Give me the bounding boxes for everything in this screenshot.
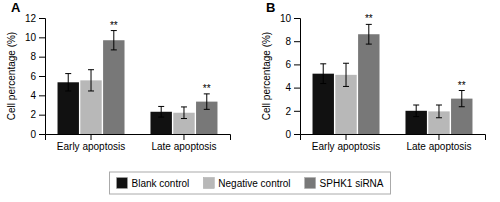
x-tick-mark (438, 134, 439, 140)
y-axis: 0 2 4 6 8 10 (280, 13, 301, 140)
y-tick-label: 8 (30, 51, 36, 62)
y-tick-label: 0 (285, 129, 291, 140)
legend-label: SPHK1 siRNA (320, 178, 384, 189)
y-tick-label: 4 (285, 82, 291, 93)
chart: 0 2 4 6 8 10 12 Early apoptosis Late apoptosis Ce… (0, 0, 500, 202)
bar (103, 40, 124, 134)
y-tick-mark (39, 37, 45, 38)
y-tick: 10 (280, 13, 300, 24)
y-tick: 8 (30, 51, 45, 62)
error-bar (181, 107, 187, 119)
legend-frame (110, 172, 391, 194)
legend-swatch (203, 178, 214, 189)
legend-swatch (305, 178, 316, 189)
y-tick-label: 10 (25, 32, 37, 43)
y-tick-label: 0 (30, 129, 36, 140)
x-tick-label: Early apoptosis (312, 141, 380, 152)
x-axis: Early apoptosis Late apoptosis (301, 134, 486, 152)
error-bar (320, 64, 326, 84)
panel-title: B (266, 0, 275, 15)
x-tick: Early apoptosis (57, 134, 125, 152)
x-tick: Late apoptosis (406, 134, 471, 152)
y-tick: 2 (30, 109, 45, 120)
error-bar (459, 91, 465, 107)
bar (358, 34, 379, 134)
y-tick-label: 2 (30, 109, 36, 120)
y-tick-mark (294, 41, 300, 42)
y-tick-mark (294, 18, 300, 19)
y-tick: 8 (285, 36, 300, 47)
y-axis-line (39, 19, 46, 135)
y-axis-title: Cell percentage (%) (261, 32, 272, 120)
y-tick-label: 12 (25, 13, 37, 24)
y-tick-mark (39, 95, 45, 96)
annotation: ** (458, 80, 466, 91)
annotation: ** (110, 20, 118, 31)
plot-area (58, 31, 218, 134)
y-tick: 0 (285, 129, 300, 140)
y-tick-mark (39, 115, 45, 116)
y-tick-label: 4 (30, 90, 36, 101)
y-tick-mark (294, 88, 300, 89)
y-tick-label: 2 (285, 106, 291, 117)
y-tick: 10 (25, 32, 45, 43)
y-tick: 4 (285, 82, 300, 93)
y-tick: 6 (30, 71, 45, 82)
x-tick-label: Early apoptosis (57, 141, 125, 152)
legend-item: Negative control (203, 178, 290, 189)
x-tick-mark (183, 134, 184, 140)
legend-item: Blank control (117, 178, 190, 189)
y-tick-label: 8 (285, 36, 291, 47)
y-axis-line (294, 19, 301, 135)
error-bar (366, 24, 372, 44)
x-tick-label: Late apoptosis (406, 141, 471, 152)
legend-label: Negative control (218, 178, 290, 189)
x-tick-label: Late apoptosis (151, 141, 216, 152)
y-tick: 12 (25, 13, 45, 24)
legend-item: SPHK1 siRNA (305, 178, 384, 189)
y-tick-mark (39, 57, 45, 58)
y-tick: 0 (30, 129, 45, 140)
y-tick-mark (39, 18, 45, 19)
error-bar (413, 105, 419, 117)
x-tick-mark (346, 134, 347, 140)
error-bar (436, 105, 442, 118)
y-axis: 0 2 4 6 8 10 12 (25, 13, 46, 140)
y-tick-mark (39, 76, 45, 77)
x-axis-line (301, 135, 486, 141)
annotation: ** (365, 13, 373, 24)
y-tick-mark (294, 111, 300, 112)
y-tick-mark (39, 134, 45, 135)
annotation: ** (203, 83, 211, 94)
x-tick: Late apoptosis (151, 134, 216, 152)
error-bar (111, 31, 117, 50)
error-bar (204, 94, 210, 109)
y-tick: 4 (30, 90, 45, 101)
panel: 0 2 4 6 8 10 12 Early apoptosis Late apoptosis Ce… (6, 0, 231, 152)
legend-swatch (117, 178, 128, 189)
error-bar (65, 74, 71, 91)
legend-label: Blank control (132, 178, 190, 189)
y-tick: 2 (285, 106, 300, 117)
y-axis-title: Cell percentage (%) (6, 32, 17, 120)
y-tick-label: 10 (280, 13, 292, 24)
x-tick-mark (91, 134, 92, 140)
y-tick: 6 (285, 59, 300, 70)
x-tick: Early apoptosis (312, 134, 380, 152)
y-tick-mark (294, 134, 300, 135)
y-tick-label: 6 (285, 59, 291, 70)
x-axis: Early apoptosis Late apoptosis (46, 134, 231, 152)
error-bar (88, 70, 94, 91)
y-tick-label: 6 (30, 71, 36, 82)
legend: Blank control Negative control SPHK1 siRNA (110, 172, 391, 194)
panel: 0 2 4 6 8 10 Early apoptosis Late apoptosis Cell… (261, 0, 486, 152)
y-tick-mark (294, 64, 300, 65)
error-bar (343, 63, 349, 86)
panel-title: A (11, 0, 21, 15)
x-axis-line (46, 135, 231, 141)
plot-area (313, 24, 473, 134)
error-bar (158, 106, 164, 117)
